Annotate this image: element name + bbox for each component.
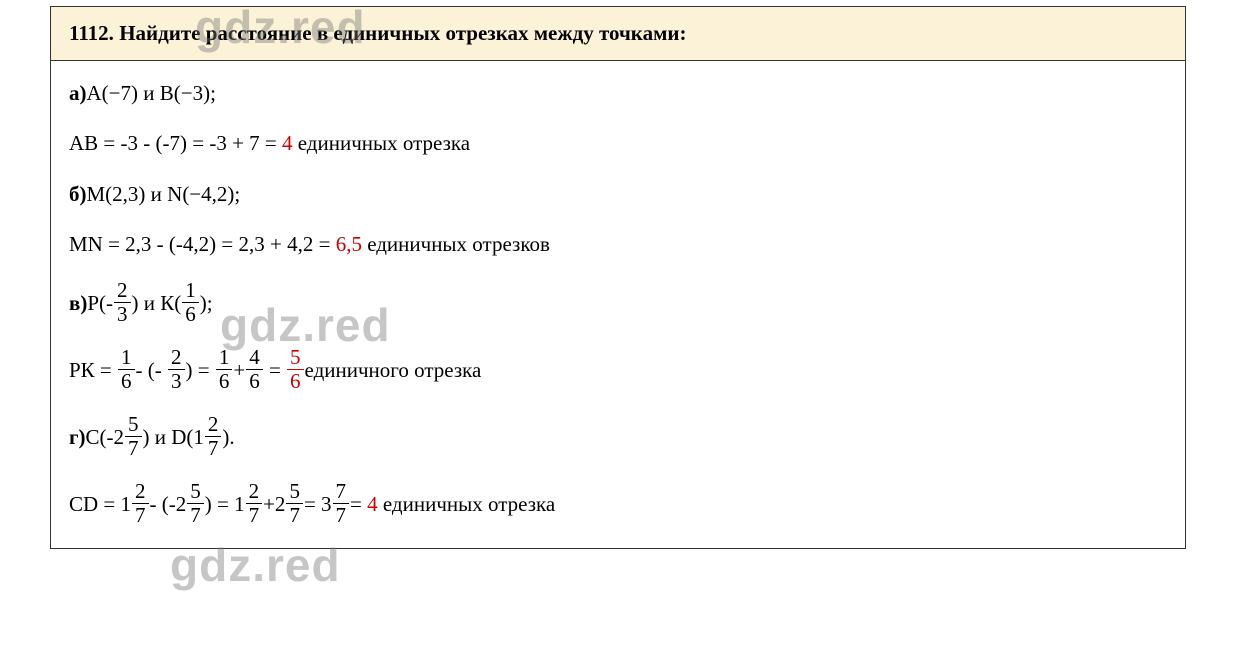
frac-den: 6	[182, 302, 199, 325]
frac-den: 3	[114, 302, 131, 325]
item-g-c4: +2	[263, 490, 285, 518]
item-a-given: а) А(−7) и В(−3);	[69, 79, 1167, 107]
item-v-t3: );	[200, 289, 213, 317]
frac-num: 7	[333, 481, 350, 503]
item-v-calc: РК = 1 6 - (- 2 3 ) = 1 6 + 4 6 = 5	[69, 347, 1167, 392]
frac-den: 7	[333, 503, 350, 526]
frac-den: 7	[205, 436, 222, 459]
fraction: 5 7	[187, 481, 204, 526]
item-b-calc: MN = 2,3 - (-4,2) = 2,3 + 4,2 = 6,5 един…	[69, 230, 1167, 258]
frac-den: 7	[187, 503, 204, 526]
frac-num: 2	[246, 481, 263, 503]
item-b-calc-prefix: MN = 2,3 - (-4,2) = 2,3 + 4,2 =	[69, 230, 336, 258]
fraction: 2 3	[168, 347, 185, 392]
fraction: 2 7	[205, 414, 222, 459]
fraction: 1 6	[182, 280, 199, 325]
fraction: 2 7	[132, 481, 149, 526]
item-v-c2: - (-	[136, 356, 167, 384]
item-g-c3: ) = 1	[205, 490, 245, 518]
frac-den: 6	[216, 369, 233, 392]
frac-num: 4	[246, 347, 263, 369]
item-v-c4: +	[233, 356, 245, 384]
frac-num: 5	[286, 481, 303, 503]
fraction: 5 7	[125, 414, 142, 459]
item-b-answer: 6,5	[336, 230, 362, 258]
fraction: 1 6	[118, 347, 135, 392]
item-a-points: А(−7) и В(−3);	[87, 79, 216, 107]
item-g-c2: - (-2	[150, 490, 187, 518]
item-g-c6: =	[350, 490, 367, 518]
problem-body: а) А(−7) и В(−3); АВ = -3 - (-7) = -3 + …	[51, 61, 1185, 548]
item-v-given: в) Р(- 2 3 ) и К( 1 6 );	[69, 280, 1167, 325]
item-v-c1: РК =	[69, 356, 117, 384]
fraction: 1 6	[216, 347, 233, 392]
frac-num: 2	[114, 280, 131, 302]
item-v-c6: единичного отрезка	[305, 356, 482, 384]
problem-title: Найдите расстояние в единичных отрезках …	[119, 21, 686, 45]
item-v-c5: =	[264, 356, 286, 384]
item-b-given: б) М(2,3) и N(−4,2);	[69, 180, 1167, 208]
frac-num: 2	[205, 414, 222, 436]
item-g-c5: = 3	[304, 490, 332, 518]
frac-num: 2	[168, 347, 185, 369]
frac-den: 7	[286, 503, 303, 526]
item-a-calc: АВ = -3 - (-7) = -3 + 7 = 4 единичных от…	[69, 129, 1167, 157]
frac-den: 3	[168, 369, 185, 392]
item-b-label: б)	[69, 180, 87, 208]
item-g-c1: CD = 1	[69, 490, 131, 518]
item-g-given: г) С(-2 5 7 ) и D(1 2 7 ).	[69, 414, 1167, 459]
item-a-answer: 4	[282, 129, 293, 157]
problem-box: 1112. Найдите расстояние в единичных отр…	[50, 6, 1186, 549]
frac-den: 7	[246, 503, 263, 526]
frac-num: 2	[132, 481, 149, 503]
item-v-answer-frac: 5 6	[287, 347, 304, 392]
item-g-t3: ).	[222, 423, 234, 451]
frac-num: 5	[287, 347, 304, 369]
item-g-t2: ) и D(1	[143, 423, 204, 451]
fraction: 5 7	[286, 481, 303, 526]
frac-den: 7	[125, 436, 142, 459]
item-v-t1: Р(-	[87, 289, 113, 317]
frac-num: 1	[182, 280, 199, 302]
item-a-label: а)	[69, 79, 87, 107]
item-g-answer: 4	[367, 490, 378, 518]
fraction: 2 3	[114, 280, 131, 325]
frac-num: 1	[118, 347, 135, 369]
frac-den: 6	[287, 369, 304, 392]
fraction: 7 7	[333, 481, 350, 526]
frac-den: 6	[246, 369, 263, 392]
fraction: 4 6	[246, 347, 263, 392]
item-b-points: М(2,3) и N(−4,2);	[87, 180, 241, 208]
problem-header: 1112. Найдите расстояние в единичных отр…	[51, 7, 1185, 61]
frac-num: 1	[216, 347, 233, 369]
item-g-label: г)	[69, 423, 86, 451]
item-g-calc: CD = 1 2 7 - (-2 5 7 ) = 1 2 7 +2 5 7 = …	[69, 481, 1167, 526]
item-g-t1: С(-2	[86, 423, 125, 451]
problem-number: 1112.	[69, 21, 114, 45]
item-v-c3: ) =	[186, 356, 215, 384]
frac-den: 6	[118, 369, 135, 392]
item-b-calc-suffix: единичных отрезков	[362, 230, 550, 258]
item-a-calc-prefix: АВ = -3 - (-7) = -3 + 7 =	[69, 129, 282, 157]
fraction: 2 7	[246, 481, 263, 526]
frac-num: 5	[187, 481, 204, 503]
item-a-calc-suffix: единичных отрезка	[293, 129, 471, 157]
item-v-label: в)	[69, 289, 87, 317]
item-g-c7: единичных отрезка	[378, 490, 556, 518]
frac-num: 5	[125, 414, 142, 436]
frac-den: 7	[132, 503, 149, 526]
item-v-t2: ) и К(	[132, 289, 182, 317]
